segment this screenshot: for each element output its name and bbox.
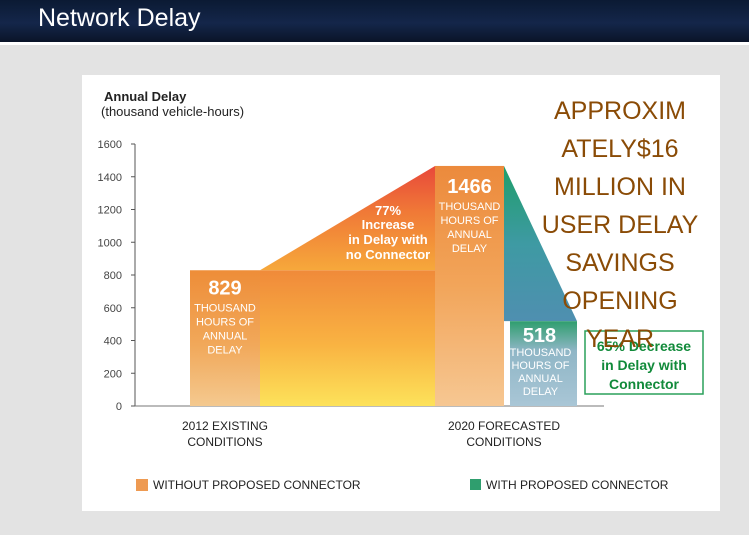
decrease-annotation: 65% Decrease — [597, 338, 691, 354]
chart: Annual Delay(thousand vehicle-hours) 0 200… — [98, 89, 704, 492]
chart-subtitle: (thousand vehicle-hours) — [101, 104, 244, 119]
increase-annotation: no Connector — [346, 247, 431, 262]
bar-unit-label: ANNUAL — [447, 229, 492, 241]
bar-value-label: 829 — [208, 277, 241, 299]
title-divider — [0, 42, 749, 45]
y-tick-label: 800 — [104, 270, 122, 282]
chart-title: Annual Delay — [104, 89, 187, 104]
bar-unit-label: ANNUAL — [518, 373, 563, 385]
bar-2012-without — [190, 270, 260, 406]
legend-swatch-with — [470, 479, 481, 490]
decrease-annotation: in Delay with — [601, 357, 687, 373]
bar-unit-label: THOUSAND — [510, 347, 572, 359]
x-category-label: CONDITIONS — [466, 435, 541, 449]
increase-annotation: 77% — [375, 203, 401, 218]
bar-2020-with — [510, 321, 577, 406]
page-title: Network Delay — [38, 4, 201, 32]
bar-unit-label: HOURS OF — [440, 215, 498, 227]
increase-annotation: Increase — [362, 217, 415, 232]
bar-value-label: 518 — [523, 325, 556, 347]
decrease-annotation-box — [584, 330, 704, 395]
x-category-label: 2020 FORECASTED — [448, 419, 560, 433]
bar-unit-label: HOURS OF — [511, 360, 569, 372]
bar-2020-without — [435, 165, 504, 406]
bar-value-label: 1466 — [447, 176, 492, 198]
y-tick-label: 600 — [104, 303, 122, 315]
bar-unit-label: DELAY — [452, 243, 488, 255]
legend-swatch-without — [136, 479, 148, 491]
y-tick-label: 400 — [104, 336, 122, 348]
bar-unit-label: DELAY — [523, 386, 559, 398]
title-bar — [0, 0, 749, 42]
y-tick-label: 1600 — [98, 139, 122, 151]
bar-unit-label: THOUSAND — [439, 201, 501, 213]
increase-annotation: in Delay with — [348, 232, 428, 247]
chart-panel: Annual Delay (thousand vehicle-hours) 0 200… — [82, 75, 720, 511]
bar-unit-label: DELAY — [207, 344, 243, 356]
decrease-annotation: Connector — [609, 376, 680, 392]
y-tick-label: 200 — [104, 368, 122, 380]
growth-area — [260, 270, 435, 406]
legend-label-with: WITH PROPOSED CONNECTOR — [486, 478, 669, 492]
bar-unit-label: ANNUAL — [203, 330, 248, 342]
legend-label-without: WITHOUT PROPOSED CONNECTOR — [153, 478, 361, 492]
decrease-wedge — [504, 165, 577, 322]
y-tick-label: 1000 — [98, 237, 122, 249]
y-tick-label: 1400 — [98, 172, 122, 184]
y-tick-label: 1200 — [98, 205, 122, 217]
x-category-label: CONDITIONS — [187, 435, 262, 449]
y-tick-label: 0 — [116, 401, 122, 413]
savings-callout: APPROXIM ATELY$16 MILLION IN USER DELAY … — [541, 97, 699, 353]
x-category-label: 2012 EXISTING — [182, 419, 268, 433]
bar-unit-label: THOUSAND — [194, 302, 256, 314]
increase-wedge — [260, 165, 435, 271]
bar-unit-label: HOURS OF — [196, 316, 254, 328]
